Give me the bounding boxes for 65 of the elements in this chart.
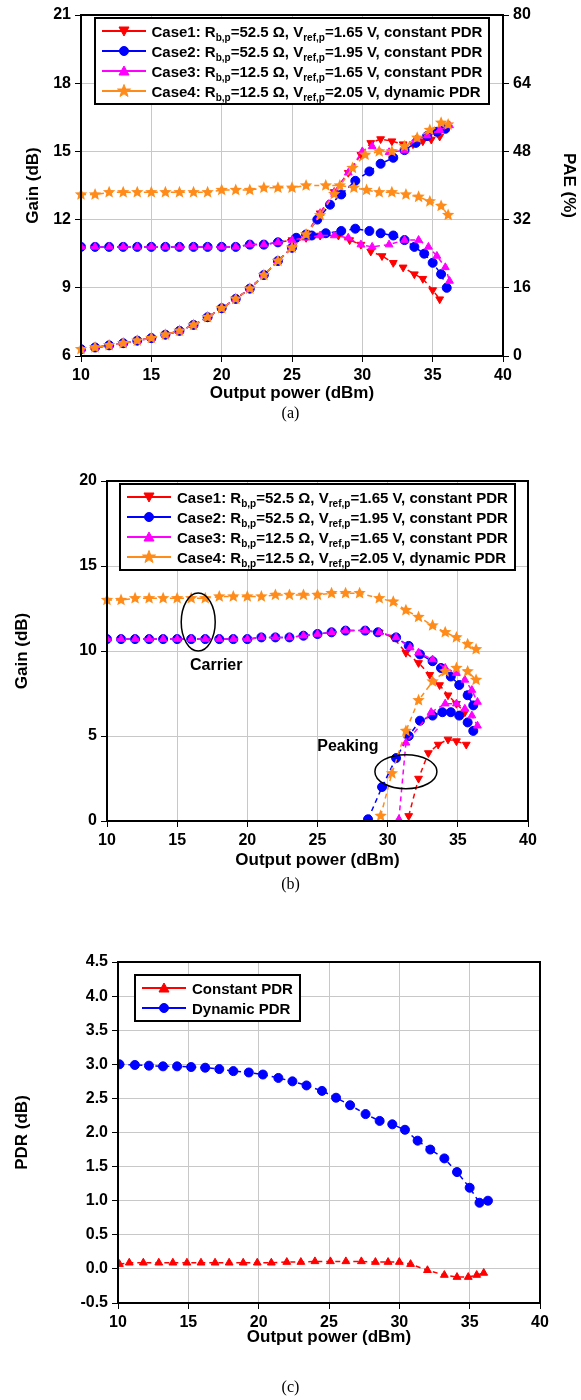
y2-axis-title: PAE (%)	[560, 153, 580, 218]
y-tick-label: 5	[88, 726, 98, 744]
x-tick-label: 40	[494, 366, 512, 384]
text: (c)	[280, 1378, 301, 1396]
y-tick-label: 3.5	[85, 1020, 109, 1038]
legend-label: Case1: R$_{b,p}$=52.5 Ω, V$_{ref,p}$=1.65 V, constant PDR	[177, 487, 508, 509]
y-tick-label: 4.5	[85, 952, 109, 970]
text: (a)	[280, 404, 301, 422]
x-tick-label: 40	[531, 1313, 549, 1331]
text: (b)	[280, 875, 301, 893]
x-tick-label: 15	[168, 831, 187, 849]
legend-label: Case3: R$_{b,p}$=12.5 Ω, V$_{ref,p}$=1.65 V, constant PDR	[177, 528, 508, 549]
x-tick-label: 15	[142, 366, 161, 384]
annotation: Carrier	[189, 655, 243, 673]
legend-label: Case2: R$_{b,p}$=52.5 Ω, V$_{ref,p}$=1.95 V, constant PDR	[151, 42, 483, 63]
y-tick-label: 20	[79, 471, 98, 489]
y-tick-label: 1.0	[85, 1191, 109, 1209]
annotation: Peaking	[317, 737, 379, 755]
y-tick-label: 15	[79, 556, 98, 574]
x-axis-title: Output power (dBm)	[209, 383, 375, 403]
y2-tick-label: 64	[513, 73, 531, 91]
x-tick-label: 20	[238, 831, 257, 849]
legend-label: Case2: R$_{b,p}$=52.5 Ω, V$_{ref,p}$=1.95 V, constant PDR	[177, 508, 508, 529]
y-tick-label: 0.5	[85, 1225, 109, 1243]
x-tick-label: 30	[378, 831, 397, 849]
x-tick-label: 25	[308, 831, 327, 849]
y2-tick-label: 16	[513, 278, 531, 296]
x-tick-label: 40	[519, 831, 537, 849]
x-tick-label: 30	[353, 366, 372, 384]
y-tick-label: 1.5	[85, 1157, 109, 1175]
legend-label: Case3: R$_{b,p}$=12.5 Ω, V$_{ref,p}$=1.65 V, constant PDR	[151, 62, 483, 83]
legend-label: Dynamic PDR	[192, 998, 291, 1018]
y-tick-label: 10	[79, 641, 98, 659]
y-tick-label: 18	[53, 73, 72, 91]
y-tick-label: 6	[62, 346, 72, 364]
x-tick-label: 20	[212, 366, 231, 384]
legend-label: Case1: R$_{b,p}$=52.5 Ω, V$_{ref,p}$=1.65 V, constant PDR	[151, 21, 483, 43]
y-tick-label: 4.0	[85, 986, 109, 1004]
y2-tick-label: 0	[513, 346, 522, 364]
x-tick-label: 15	[179, 1313, 198, 1331]
legend-label: Case4: R$_{b,p}$=12.5 Ω, V$_{ref,p}$=2.05 V, dynamic PDR	[151, 82, 481, 103]
y2-tick-label: 48	[513, 141, 531, 159]
legend-label: Constant PDR	[192, 978, 293, 998]
y-axis-title: PDR (dB)	[11, 1095, 31, 1170]
y2-tick-label: 80	[513, 5, 531, 23]
y-axis-title: Gain (dB)	[22, 147, 42, 224]
y-tick-label: 9	[62, 278, 72, 296]
x-tick-label: 35	[423, 366, 442, 384]
y-tick-label: 2.0	[85, 1122, 109, 1140]
y2-tick-label: 32	[513, 210, 531, 228]
y-tick-label: 21	[53, 5, 72, 23]
y-tick-label: 2.5	[85, 1088, 109, 1106]
x-axis-title: Output power (dBm)	[235, 850, 400, 870]
y-tick-label: 3.0	[85, 1054, 109, 1072]
y-tick-label: 15	[53, 141, 72, 159]
x-tick-label: 10	[109, 1313, 127, 1331]
y-tick-label: 0.0	[85, 1259, 109, 1277]
x-tick-label: 25	[283, 366, 301, 384]
y-tick-label: 12	[53, 210, 72, 228]
y-tick-label: -0.5	[80, 1293, 109, 1311]
x-tick-label: 35	[448, 831, 467, 849]
x-tick-label: 35	[460, 1313, 479, 1331]
y-axis-title: Gain (dB)	[11, 612, 31, 690]
y-tick-label: 0	[88, 811, 98, 829]
legend-label: Case4: R$_{b,p}$=12.5 Ω, V$_{ref,p}$=2.05 V, dynamic PDR	[177, 548, 507, 569]
